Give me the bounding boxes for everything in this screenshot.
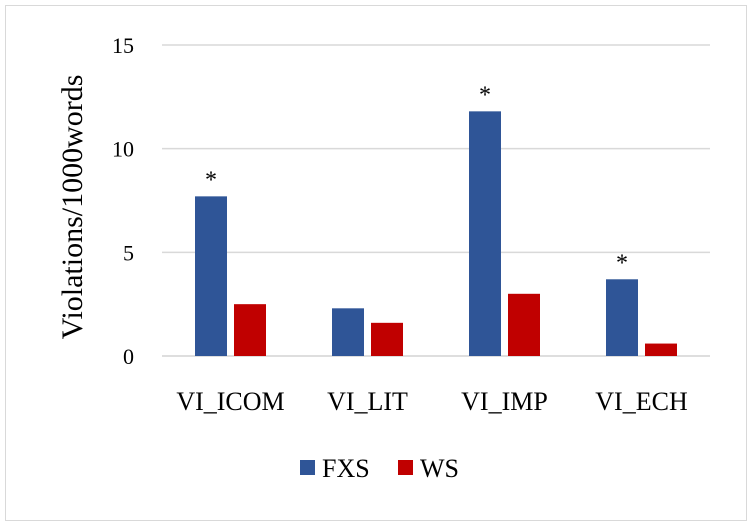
bar-fxs-vi_imp (469, 111, 501, 356)
bar-ws-vi_icom (234, 304, 266, 356)
bar-ws-vi_ech (645, 343, 677, 356)
x-category-label: VI_ECH (595, 387, 688, 416)
y-tick-label: 10 (112, 137, 134, 162)
significance-markers: * * * (205, 82, 628, 276)
bar-ws-vi_lit (371, 322, 403, 356)
x-axis-categories: VI_ICOM VI_LIT VI_IMP VI_ECH (176, 387, 688, 416)
legend-swatch-fxs (300, 460, 315, 475)
legend: FXS WS (300, 454, 459, 483)
legend-label-ws: WS (420, 454, 459, 483)
y-tick-label: 5 (123, 240, 134, 265)
bar-ws-vi_imp (508, 293, 540, 356)
legend-label-fxs: FXS (322, 454, 370, 483)
y-axis-ticks: 0 5 10 15 (112, 33, 134, 369)
bar-fxs-vi_lit (332, 308, 364, 356)
bar-fxs-vi_icom (195, 196, 227, 356)
significance-star: * (479, 82, 491, 108)
bars (195, 111, 677, 356)
x-category-label: VI_IMP (461, 387, 548, 416)
legend-swatch-ws (398, 460, 413, 475)
y-tick-label: 0 (123, 344, 134, 369)
chart-frame (5, 5, 747, 521)
significance-star: * (616, 250, 628, 276)
x-category-label: VI_ICOM (176, 387, 284, 416)
y-tick-label: 15 (112, 33, 134, 58)
bar-fxs-vi_ech (606, 279, 638, 356)
x-category-label: VI_LIT (327, 387, 408, 416)
y-axis-label: Violations/1000words (56, 75, 89, 340)
significance-star: * (205, 167, 217, 193)
